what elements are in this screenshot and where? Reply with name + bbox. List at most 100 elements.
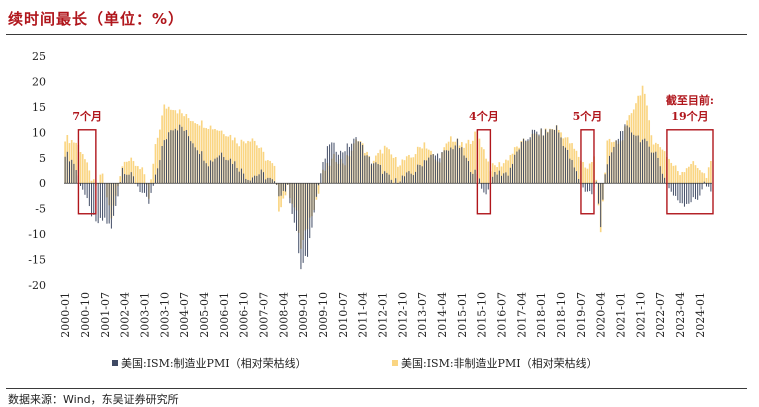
manufacturing-bar (296, 183, 297, 231)
manufacturing-bar (563, 146, 564, 183)
non-manufacturing-bar (135, 166, 137, 183)
non-manufacturing-bar (668, 159, 670, 183)
manufacturing-bar (367, 155, 368, 183)
manufacturing-bar (353, 139, 354, 184)
manufacturing-bar (525, 141, 526, 184)
manufacturing-bar (93, 183, 94, 215)
manufacturing-bar (574, 167, 575, 183)
manufacturing-bar (422, 166, 423, 183)
manufacturing-bar (673, 183, 674, 195)
manufacturing-bar (688, 183, 689, 204)
x-tick-label: 2003-01 (138, 292, 151, 338)
manufacturing-bar (124, 174, 125, 183)
manufacturing-bar (148, 183, 149, 204)
manufacturing-bar (523, 139, 524, 184)
manufacturing-bar (543, 135, 544, 183)
manufacturing-bar (455, 145, 456, 183)
manufacturing-bar (541, 128, 542, 183)
manufacturing-bar (322, 162, 323, 183)
manufacturing-bar (100, 183, 101, 218)
legend-non-manufacturing-swatch (392, 360, 398, 366)
manufacturing-bar (561, 137, 562, 183)
non-manufacturing-bar (479, 139, 481, 184)
manufacturing-bar (362, 145, 363, 183)
manufacturing-bar (380, 165, 381, 183)
manufacturing-bar (113, 183, 114, 216)
x-tick-label: 2018-10 (555, 292, 568, 338)
manufacturing-bar (137, 183, 138, 186)
manufacturing-bar (472, 174, 473, 183)
manufacturing-bar (503, 173, 504, 183)
manufacturing-bar (265, 179, 266, 183)
manufacturing-bar (521, 142, 522, 183)
manufacturing-bar (567, 150, 568, 183)
manufacturing-bar (300, 183, 301, 269)
manufacturing-bar (369, 157, 370, 183)
manufacturing-bar (292, 183, 293, 214)
manufacturing-bar (184, 131, 185, 183)
y-tick-label: -20 (28, 279, 46, 292)
x-tick-label: 2015-10 (476, 292, 489, 338)
manufacturing-bar (680, 183, 681, 203)
manufacturing-bar (442, 152, 443, 183)
manufacturing-bar (221, 153, 222, 184)
manufacturing-bar (510, 168, 511, 183)
manufacturing-bar (435, 155, 436, 183)
manufacturing-bar (391, 180, 392, 183)
manufacturing-bar (168, 132, 169, 183)
manufacturing-bar (527, 139, 528, 183)
manufacturing-bar (199, 154, 200, 183)
manufacturing-bar (84, 183, 85, 195)
manufacturing-bar (669, 183, 670, 188)
manufacturing-bar (587, 183, 588, 191)
manufacturing-bar (67, 152, 68, 183)
manufacturing-bar (466, 158, 467, 183)
manufacturing-bar (686, 183, 687, 204)
manufacturing-bar (415, 172, 416, 183)
manufacturing-bar (254, 176, 255, 184)
x-tick-label: 2009-10 (317, 292, 330, 338)
manufacturing-bar (578, 179, 579, 183)
annotation-label: 19个月 (671, 109, 708, 123)
x-tick-label: 2021-10 (634, 292, 647, 338)
manufacturing-bar (631, 132, 632, 183)
manufacturing-bar (697, 183, 698, 200)
x-tick-label: 2000-10 (79, 292, 92, 338)
manufacturing-bar (406, 172, 407, 183)
manufacturing-bar (102, 183, 103, 220)
manufacturing-bar (303, 183, 304, 263)
manufacturing-bar (677, 183, 678, 200)
non-manufacturing-bar (584, 168, 586, 184)
manufacturing-bar (497, 175, 498, 184)
manufacturing-bar (671, 183, 672, 192)
manufacturing-bar (519, 149, 520, 183)
x-tick-label: 2005-04 (198, 292, 211, 338)
y-tick-label: 5 (39, 152, 46, 165)
legend-manufacturing-swatch (112, 360, 118, 366)
manufacturing-bar (76, 170, 77, 183)
manufacturing-bar (389, 175, 390, 184)
manufacturing-bar (373, 163, 374, 183)
manufacturing-bar (162, 146, 163, 183)
manufacturing-bar (662, 174, 663, 183)
manufacturing-bar (635, 136, 636, 183)
x-tick-label: 2006-01 (218, 292, 231, 338)
x-tick-label: 2000-01 (59, 292, 72, 338)
manufacturing-bar (186, 130, 187, 183)
manufacturing-bar (166, 139, 167, 183)
manufacturing-bar (87, 183, 88, 198)
manufacturing-bar (325, 159, 326, 184)
manufacturing-bar (658, 158, 659, 183)
manufacturing-bar (483, 183, 484, 192)
manufacturing-bar (433, 154, 434, 183)
manufacturing-bar (536, 132, 537, 184)
manufacturing-bar (69, 161, 70, 183)
manufacturing-bar (378, 164, 379, 183)
manufacturing-bar (622, 131, 623, 183)
manufacturing-bar (201, 151, 202, 183)
non-manufacturing-bar (139, 169, 141, 183)
manufacturing-bar (261, 170, 262, 184)
manufacturing-bar (552, 129, 553, 183)
non-manufacturing-bar (670, 163, 672, 183)
manufacturing-bar (272, 179, 273, 183)
